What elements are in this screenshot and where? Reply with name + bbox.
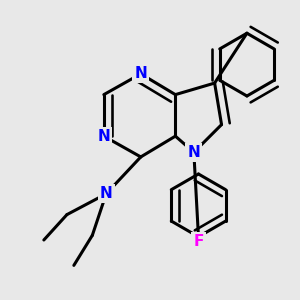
Text: F: F [193,234,204,249]
Text: N: N [100,186,112,201]
Text: N: N [134,66,147,81]
Text: N: N [98,129,110,144]
Text: N: N [188,145,200,160]
